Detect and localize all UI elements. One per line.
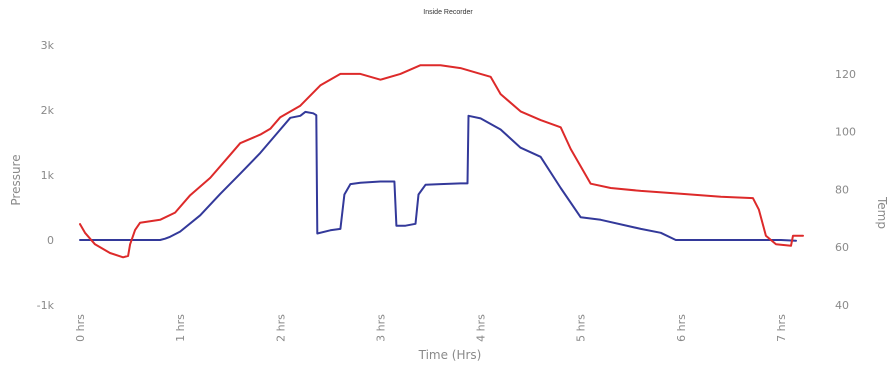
y-tick-label: -1k — [37, 299, 55, 312]
pressure-series-line — [79, 110, 797, 242]
y2-tick-label: 40 — [835, 299, 849, 312]
temp-series-line — [79, 64, 804, 259]
y2-tick-label: 100 — [835, 126, 856, 139]
y-tick-label: 3k — [41, 39, 55, 52]
x-tick-label: 2 hrs — [274, 314, 287, 342]
x-tick-label: 5 hrs — [575, 314, 588, 342]
y-tick-label: 1k — [41, 169, 55, 182]
y-axis-ticks: -1k 0 1k 2k 3k — [37, 39, 55, 312]
x-tick-label: 3 hrs — [374, 314, 387, 342]
plot-area — [79, 64, 804, 259]
y-axis-label: Pressure — [9, 154, 23, 205]
x-tick-label: 0 hrs — [74, 314, 87, 342]
y2-tick-label: 80 — [835, 183, 849, 196]
x-axis-label: Time (Hrs) — [418, 348, 482, 362]
x-tick-label: 1 hrs — [174, 314, 187, 342]
y2-axis-label: Temp — [875, 196, 889, 229]
y2-axis-ticks: 40 60 80 100 120 — [835, 68, 856, 312]
y2-tick-label: 120 — [835, 68, 856, 81]
x-tick-label: 6 hrs — [675, 314, 688, 342]
x-axis-ticks: 0 hrs 1 hrs 2 hrs 3 hrs 4 hrs 5 hrs 6 hrs 7 hrs — [74, 314, 788, 342]
chart-title: Inside Recorder — [423, 9, 473, 16]
y-tick-label: 0 — [47, 234, 54, 247]
y2-tick-label: 60 — [835, 241, 849, 254]
x-tick-label: 7 hrs — [775, 314, 788, 342]
x-tick-label: 4 hrs — [475, 314, 488, 342]
y-tick-label: 2k — [41, 104, 55, 117]
